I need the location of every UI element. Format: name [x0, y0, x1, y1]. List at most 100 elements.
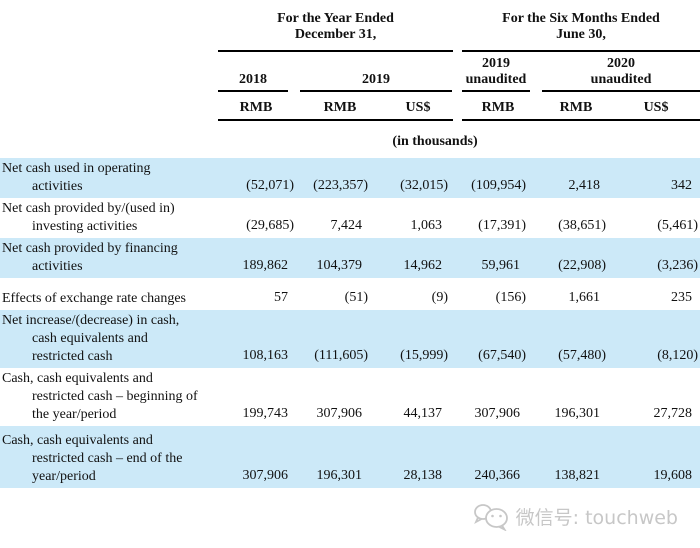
units-note: (in thousands) — [392, 133, 478, 149]
row-label: Cash, cash equivalents and restricted ca… — [2, 371, 198, 422]
col-group-six-months: For the Six Months Ended June 30, — [456, 0, 700, 52]
cell-value: 108,163 — [212, 310, 300, 368]
cell-value: 27,728 — [612, 368, 700, 426]
cell-number: 1,063 — [410, 218, 443, 233]
table-row: Net cash provided by financing activitie… — [0, 238, 700, 278]
currency-header-row: RMB RMB US$ RMB RMB US$ — [0, 92, 700, 119]
cell-number: 196,301 — [554, 406, 601, 421]
watermark: 微信号: touchweb — [473, 502, 678, 531]
row-label: Net cash provided by financing activitie… — [2, 241, 178, 274]
cell-number: (109,954) — [471, 178, 526, 193]
cell-number: 235 — [671, 290, 693, 305]
cell-number: 2,418 — [568, 178, 601, 193]
cell-value: 7,424 — [300, 198, 380, 238]
cell-number: (32,015) — [400, 178, 448, 193]
currency-header-usd: US$ — [405, 100, 431, 115]
table-row: Effects of exchange rate changes 57 (51) (9… — [0, 278, 700, 310]
cell-value: (5,461) — [612, 198, 700, 238]
cell-value: 19,608 — [612, 426, 700, 488]
cell-value: 199,743 — [212, 368, 300, 426]
group-header-row: For the Year Ended December 31, For the … — [0, 0, 700, 52]
cell-number: 189,862 — [242, 258, 289, 273]
col-header-2019-unaudited: 2019 unaudited — [456, 52, 540, 92]
cell-value: 196,301 — [540, 368, 612, 426]
header-spacer-cell — [0, 52, 212, 92]
cell-number: 342 — [671, 178, 693, 193]
wechat-icon — [473, 504, 508, 531]
col-header-2018: 2018 — [212, 52, 300, 92]
cell-value: 342 — [612, 158, 700, 198]
cell-number: (223,357) — [313, 178, 368, 193]
cell-number: 7,424 — [330, 218, 363, 233]
cell-number: 1,661 — [568, 290, 601, 305]
col-header-2020-unaudited: 2020 unaudited — [540, 52, 700, 92]
cell-number: 19,608 — [653, 468, 693, 483]
cell-number: (9) — [431, 290, 448, 305]
col-group-year-ended: For the Year Ended December 31, — [212, 0, 456, 52]
cell-value: (8,120) — [612, 310, 700, 368]
header-spacer-cell — [0, 92, 212, 119]
cell-value: 307,906 — [456, 368, 540, 426]
header-rule-left — [212, 119, 456, 121]
table-row: Net cash provided by/(used in) investing… — [0, 198, 700, 238]
cell-number: 59,961 — [481, 258, 521, 273]
cell-value: 240,366 — [456, 426, 540, 488]
cell-number: 307,906 — [474, 406, 521, 421]
table-body: Net cash used in operating activities (52… — [0, 158, 700, 488]
cell-number: 138,821 — [554, 468, 601, 483]
cell-value: (51) — [300, 278, 380, 310]
cell-value: 57 — [212, 278, 300, 310]
cell-value: (22,908) — [540, 238, 612, 278]
cell-value: (52,071) — [212, 158, 300, 198]
currency-header-rmb: RMB — [323, 100, 357, 115]
cell-number: 104,379 — [316, 258, 363, 273]
units-row: (in thousands) — [0, 121, 700, 158]
cell-value: 307,906 — [212, 426, 300, 488]
table-row: Cash, cash equivalents and restricted ca… — [0, 368, 700, 426]
cell-number: (17,391) — [478, 218, 526, 233]
cell-value: (109,954) — [456, 158, 540, 198]
cell-value: 1,063 — [380, 198, 456, 238]
cell-number: (38,651) — [558, 218, 606, 233]
cell-value: (9) — [380, 278, 456, 310]
cell-value: (3,236) — [612, 238, 700, 278]
cash-flow-summary-table: For the Year Ended December 31, For the … — [0, 0, 700, 488]
header-spacer-cell — [0, 0, 212, 52]
cell-value: 307,906 — [300, 368, 380, 426]
cell-number: 307,906 — [242, 468, 289, 483]
cell-number: (29,685) — [246, 218, 294, 233]
cell-value: 2,418 — [540, 158, 612, 198]
cell-value: (32,015) — [380, 158, 456, 198]
cell-value: (67,540) — [456, 310, 540, 368]
cell-number: 199,743 — [242, 406, 289, 421]
cell-value: 138,821 — [540, 426, 612, 488]
cell-value: (223,357) — [300, 158, 380, 198]
watermark-text: 微信号: touchweb — [515, 507, 678, 529]
cell-number: 14,962 — [403, 258, 443, 273]
table-row: Net cash used in operating activities (52… — [0, 158, 700, 198]
currency-header-rmb: RMB — [559, 100, 593, 115]
header-rule-right — [456, 119, 700, 121]
cell-value: 44,137 — [380, 368, 456, 426]
cell-value: 14,962 — [380, 238, 456, 278]
cell-value: (38,651) — [540, 198, 612, 238]
cell-number: 307,906 — [316, 406, 363, 421]
currency-header-rmb: RMB — [481, 100, 515, 115]
cell-value: (57,480) — [540, 310, 612, 368]
cell-number: 196,301 — [316, 468, 363, 483]
cell-value: (156) — [456, 278, 540, 310]
cell-value: 196,301 — [300, 426, 380, 488]
cell-value: 104,379 — [300, 238, 380, 278]
cell-value: 189,862 — [212, 238, 300, 278]
cell-value: (17,391) — [456, 198, 540, 238]
currency-header-rmb: RMB — [239, 100, 273, 115]
cell-number: (156) — [495, 290, 526, 305]
cell-number: 28,138 — [403, 468, 443, 483]
col-header-2019: 2019 — [300, 52, 456, 92]
cell-value: 28,138 — [380, 426, 456, 488]
cell-number: 57 — [274, 290, 288, 305]
currency-header-usd: US$ — [643, 100, 669, 115]
col-group-year-ended-label: For the Year Ended December 31, — [218, 0, 453, 52]
header-rule-row — [0, 119, 700, 121]
